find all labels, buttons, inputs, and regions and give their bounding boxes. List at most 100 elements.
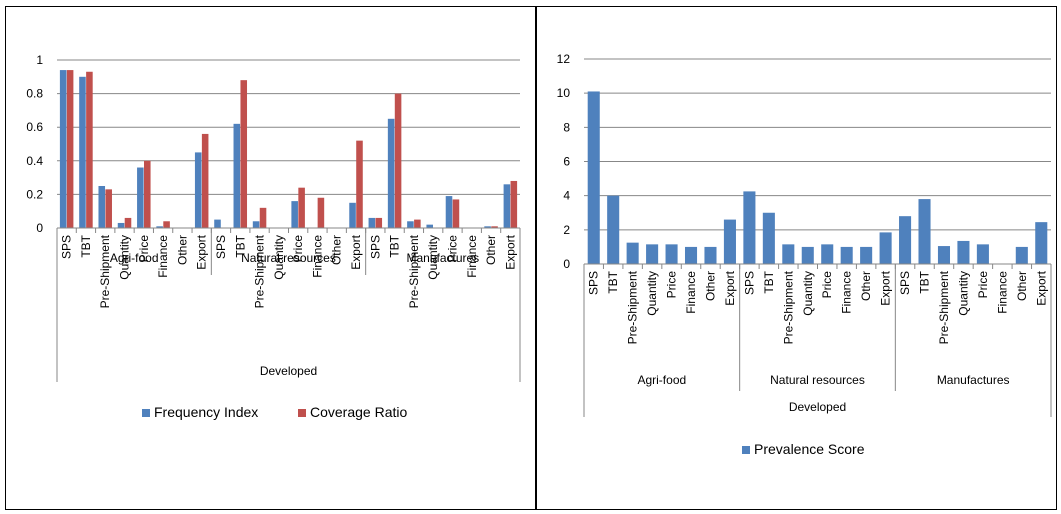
bar-prevalence-score-2-2: [937, 246, 951, 264]
legend-swatch-0: [142, 409, 150, 417]
bar-prevalence-score-0-0: [587, 91, 600, 264]
x-category-label-0-7: Export: [723, 270, 737, 305]
bar-frequency-index-0-3: [117, 222, 125, 228]
x-category-label-2-0: SPS: [368, 235, 382, 259]
legend-label-1: Coverage Ratio: [310, 404, 407, 420]
x-category-label-2-2: Pre-Shipment: [937, 270, 951, 344]
x-category-label-1-7: Export: [349, 234, 363, 269]
y-tick-label-1: 2: [563, 223, 570, 237]
x-category-label-0-3: Quantity: [118, 235, 132, 280]
bar-frequency-index-2-3: [426, 224, 433, 228]
y-tick-label-6: 12: [557, 52, 571, 66]
bar-prevalence-score-2-6: [1015, 246, 1028, 264]
bar-prevalence-score-1-7: [879, 232, 892, 264]
bar-coverage-ratio-2-4: [452, 199, 460, 228]
x-group-label-2: Manufactures: [937, 373, 1010, 387]
bar-coverage-ratio-2-1: [394, 93, 402, 228]
x-category-label-1-2: Pre-Shipment: [781, 270, 795, 344]
bar-frequency-index-0-1: [79, 76, 86, 228]
x-category-label-1-5: Finance: [310, 235, 324, 278]
x-group-label-2: Manufactures: [406, 251, 479, 265]
bar-frequency-index-1-2: [252, 221, 260, 228]
bar-coverage-ratio-2-7: [510, 180, 518, 228]
bar-prevalence-score-0-4: [665, 244, 678, 264]
bar-frequency-index-1-4: [291, 201, 298, 228]
x-category-label-0-1: TBT: [606, 270, 620, 293]
bar-coverage-ratio-0-1: [86, 71, 93, 228]
x-category-label-2-1: TBT: [388, 234, 402, 257]
x-category-label-1-4: Price: [291, 235, 305, 263]
bar-prevalence-score-2-7: [1035, 222, 1048, 264]
bar-prevalence-score-0-5: [684, 246, 698, 264]
bar-coverage-ratio-2-0: [375, 217, 383, 228]
bar-coverage-ratio-0-7: [201, 133, 209, 228]
bar-frequency-index-2-0: [368, 217, 376, 228]
legend-swatch-0: [742, 446, 750, 454]
x-category-label-1-3: Quantity: [272, 235, 286, 280]
bar-prevalence-score-0-3: [646, 244, 659, 264]
x-category-label-2-3: Quantity: [956, 271, 970, 316]
bar-coverage-ratio-0-5: [163, 221, 170, 228]
x-category-label-0-2: Pre-Shipment: [98, 234, 112, 308]
bar-coverage-ratio-2-6: [491, 226, 498, 228]
bar-frequency-index-0-4: [137, 167, 144, 228]
bar-prevalence-score-0-6: [704, 246, 717, 264]
y-tick-label-1: 0.2: [26, 187, 43, 201]
bar-coverage-ratio-0-0: [66, 70, 74, 228]
bar-prevalence-score-2-0: [899, 216, 912, 264]
bar-frequency-index-2-6: [484, 226, 491, 228]
x-category-label-2-4: Price: [976, 271, 990, 299]
y-tick-label-4: 8: [563, 120, 570, 134]
y-tick-label-3: 6: [563, 155, 570, 169]
x-category-label-0-1: TBT: [79, 234, 93, 257]
bar-prevalence-score-2-4: [976, 244, 989, 264]
x-group-label-0: Agri-food: [637, 373, 686, 387]
bar-coverage-ratio-0-3: [124, 217, 132, 228]
bar-frequency-index-0-0: [59, 70, 67, 228]
x-category-label-2-6: Other: [1015, 271, 1029, 301]
x-category-label-2-0: SPS: [898, 271, 912, 295]
x-category-label-1-1: TBT: [762, 270, 776, 293]
x-category-label-0-6: Other: [703, 271, 717, 301]
bar-prevalence-score-1-2: [782, 244, 795, 264]
bar-frequency-index-2-4: [445, 196, 453, 228]
x-category-label-2-5: Finance: [465, 235, 479, 278]
bar-prevalence-score-1-1: [762, 212, 775, 264]
x-category-label-0-4: Price: [137, 235, 151, 263]
bar-prevalence-score-1-6: [860, 246, 873, 264]
bar-coverage-ratio-0-4: [144, 160, 151, 228]
bar-frequency-index-2-7: [503, 184, 511, 228]
x-category-label-2-7: Export: [503, 234, 517, 269]
chart-prevalence-score: 0 2 4 6 8 10 12 SPS TBT Pre-Shipment Quantity Price…: [557, 52, 1052, 457]
bar-coverage-ratio-1-1: [240, 80, 248, 228]
chart-panel-right: 0 2 4 6 8 10 12 SPS TBT Pre-Shipment Quantity Price…: [536, 6, 1057, 510]
x-category-label-0-2: Pre-Shipment: [626, 270, 640, 344]
x-outer-group-label: Developed: [260, 364, 317, 378]
bar-prevalence-score-1-3: [801, 246, 814, 264]
x-category-label-0-0: SPS: [60, 235, 74, 259]
x-category-label-2-4: Price: [445, 235, 459, 263]
x-category-label-1-6: Other: [330, 235, 344, 265]
x-category-label-2-1: TBT: [918, 270, 932, 293]
y-tick-label-2: 0.4: [26, 154, 43, 168]
legend-label-0: Prevalence Score: [754, 441, 865, 457]
x-category-label-2-3: Quantity: [426, 235, 440, 280]
x-category-label-1-0: SPS: [742, 271, 756, 295]
x-category-label-1-3: Quantity: [801, 271, 815, 316]
x-category-label-1-0: SPS: [214, 235, 228, 259]
x-category-label-2-6: Other: [484, 235, 498, 265]
bar-coverage-ratio-1-4: [298, 187, 305, 228]
y-tick-label-5: 10: [557, 86, 571, 100]
legend-label-0: Frequency Index: [154, 404, 258, 420]
legend-swatch-1: [298, 409, 306, 417]
x-category-label-0-4: Price: [665, 271, 679, 299]
bar-frequency-index-1-1: [233, 123, 241, 228]
y-tick-label-4: 0.8: [26, 87, 43, 101]
bar-frequency-index-0-7: [194, 152, 202, 228]
y-tick-label-0: 0: [36, 221, 43, 235]
x-category-label-0-6: Other: [175, 235, 189, 265]
bar-frequency-index-2-2: [407, 221, 414, 228]
x-category-label-1-2: Pre-Shipment: [253, 234, 267, 308]
bar-prevalence-score-0-7: [723, 219, 736, 264]
bar-prevalence-score-1-0: [743, 191, 756, 264]
